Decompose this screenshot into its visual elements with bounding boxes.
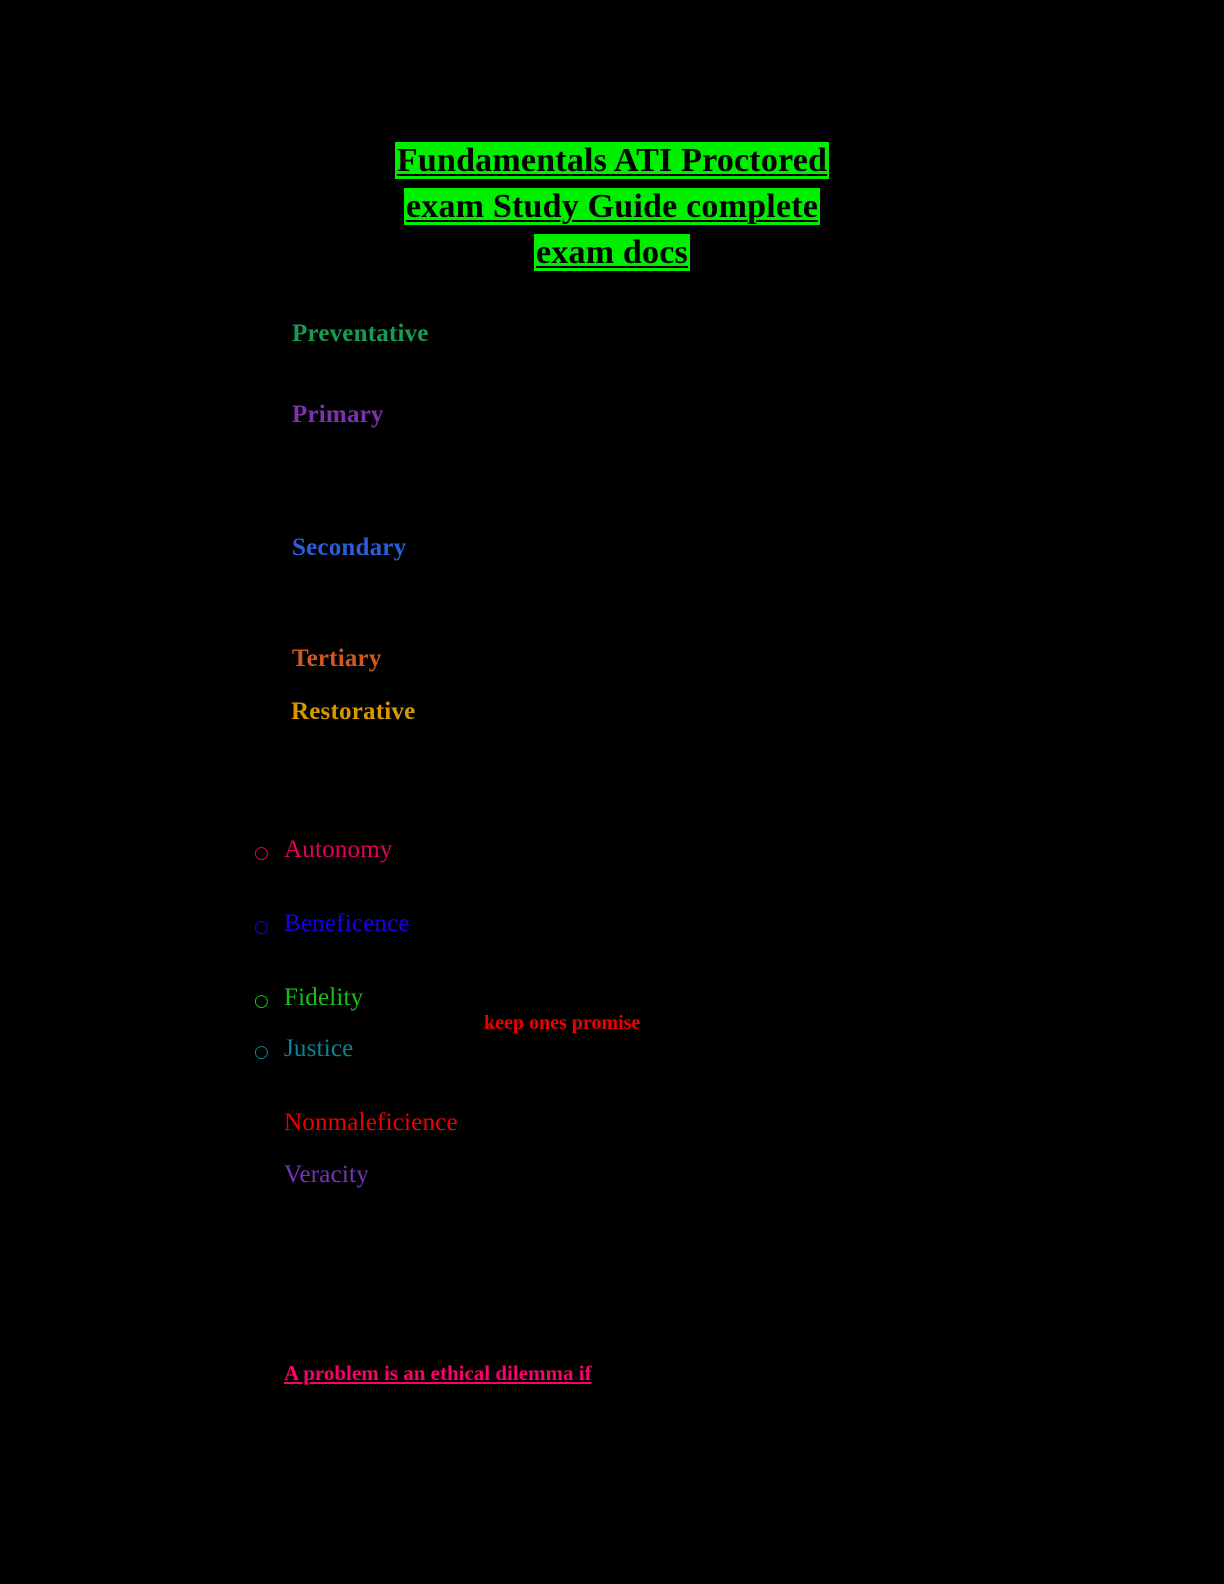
page-title-line-1-text: Fundamentals ATI Proctored: [394, 142, 830, 179]
page-title-line-3: exam docs: [0, 230, 1224, 276]
heading-ethical-dilemma: A problem is an ethical dilemma if: [284, 1361, 592, 1385]
list-item-beneficence: Beneficence: [284, 910, 410, 937]
page-title-line-1: Fundamentals ATI Proctored: [0, 138, 1224, 184]
page-title: Fundamentals ATI Proctored exam Study Gu…: [0, 138, 1224, 276]
circle-bullet-icon: ○: [254, 1042, 269, 1062]
circle-bullet-icon: ○: [254, 843, 269, 863]
annotation-keep-ones-promise: keep ones promise: [484, 1012, 641, 1034]
list-item-justice: Justice: [284, 1035, 354, 1062]
heading-secondary: Secondary: [292, 534, 407, 561]
list-item-fidelity: Fidelity: [284, 984, 364, 1011]
heading-tertiary: Tertiary: [292, 645, 382, 672]
page-title-line-2: exam Study Guide complete: [0, 184, 1224, 230]
circle-bullet-icon: ○: [254, 991, 269, 1011]
heading-primary: Primary: [292, 401, 384, 428]
heading-preventative: Preventative: [292, 320, 429, 347]
page-title-line-2-text: exam Study Guide complete: [403, 188, 821, 225]
circle-bullet-icon: ○: [254, 917, 269, 937]
page-title-line-3-text: exam docs: [534, 234, 690, 271]
heading-restorative: Restorative: [291, 698, 416, 725]
list-item-nonmaleficience: Nonmaleficience: [284, 1109, 458, 1136]
list-item-veracity: Veracity: [284, 1161, 369, 1188]
list-item-autonomy: Autonomy: [284, 836, 393, 863]
